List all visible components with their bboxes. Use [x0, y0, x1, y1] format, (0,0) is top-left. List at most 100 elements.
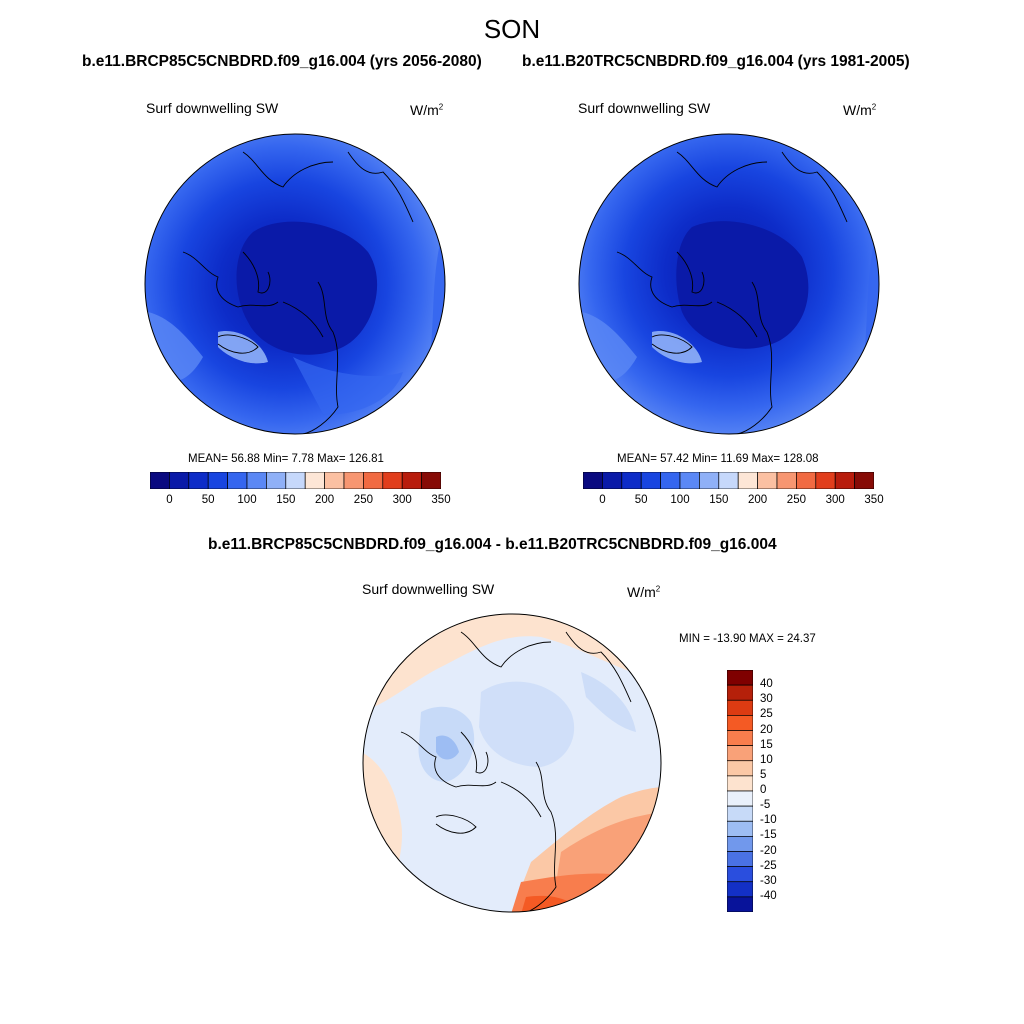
diff-colorbar-label: 30 [760, 693, 773, 706]
colorbar-tick-label: 200 [748, 494, 768, 506]
difference-map-coastlines [400, 631, 632, 912]
diff-colorbar-label: 10 [760, 753, 773, 766]
difference-units: W/m2 [627, 584, 661, 600]
colorbar-swatch [621, 472, 642, 489]
colorbar-swatch [699, 472, 720, 489]
diff-colorbar-swatch [727, 760, 753, 777]
difference-colorbar-labels: 40 30 25 20 15 10 5 0 -5 -10 -15 -20 -25 -30 -40 [758, 670, 798, 912]
diff-colorbar-label: -5 [760, 799, 771, 812]
diff-colorbar-label: -10 [760, 814, 777, 827]
colorbar-swatch [150, 472, 170, 489]
difference-colorbar [727, 670, 753, 912]
diff-colorbar-swatch [727, 851, 753, 867]
difference-variable-label: Surf downwelling SW [362, 581, 495, 597]
diff-colorbar-swatch [727, 699, 753, 716]
colorbar-tick-label: 300 [392, 494, 412, 506]
colorbar-tick-label: 250 [353, 494, 373, 506]
colorbar-swatch [285, 472, 306, 489]
colorbar-swatch [382, 472, 403, 489]
right-panel-case-title: b.e11.B20TRC5CNBDRD.f09_g16.004 (yrs 198… [522, 53, 910, 70]
colorbar-swatch [776, 472, 797, 489]
diff-colorbar-swatch [727, 745, 753, 762]
colorbar-swatch [421, 472, 441, 489]
colorbar-tick-label: 0 [166, 494, 173, 506]
diff-colorbar-label: -20 [760, 844, 777, 857]
diff-colorbar-swatch [727, 670, 753, 686]
colorbar-swatch [679, 472, 700, 489]
diff-colorbar-label: 25 [760, 708, 773, 721]
diff-colorbar-label: -15 [760, 829, 777, 842]
colorbar-tick-label: 250 [786, 494, 806, 506]
diff-colorbar-swatch [727, 820, 753, 837]
left-panel-units: W/m2 [410, 102, 444, 118]
colorbar-swatch [640, 472, 661, 489]
colorbar-swatch [757, 472, 778, 489]
left-colorbar-ticks: 0 50 100 150 200 250 300 350 [150, 494, 450, 510]
colorbar-swatch [602, 472, 623, 489]
colorbar-tick-label: 350 [431, 494, 451, 506]
colorbar-tick-label: 50 [634, 494, 648, 506]
diff-colorbar-label: 20 [760, 723, 773, 736]
diff-colorbar-label: -25 [760, 859, 777, 872]
left-map-coastlines [182, 151, 414, 434]
diff-colorbar-swatch [727, 790, 753, 807]
left-panel-stats: MEAN= 56.88 Min= 7.78 Max= 126.81 [188, 453, 384, 465]
left-panel-variable-label: Surf downwelling SW [146, 100, 279, 116]
diff-colorbar-swatch [727, 896, 753, 912]
difference-stats: MIN = -13.90 MAX = 24.37 [679, 633, 816, 645]
colorbar-swatch [188, 472, 209, 489]
left-panel-case-title: b.e11.BRCP85C5CNBDRD.f09_g16.004 (yrs 20… [82, 53, 482, 70]
difference-polar-map [362, 613, 662, 913]
right-colorbar [583, 472, 874, 489]
right-polar-map [578, 133, 880, 435]
left-colorbar [150, 472, 441, 489]
colorbar-tick-label: 50 [201, 494, 215, 506]
colorbar-tick-label: 200 [315, 494, 335, 506]
colorbar-swatch [834, 472, 855, 489]
colorbar-swatch [304, 472, 325, 489]
left-polar-map [144, 133, 446, 435]
diff-colorbar-label: 40 [760, 678, 773, 691]
colorbar-swatch [363, 472, 384, 489]
diff-colorbar-swatch [727, 836, 753, 852]
colorbar-swatch [227, 472, 248, 489]
diff-colorbar-swatch [727, 805, 753, 822]
diff-colorbar-swatch [727, 684, 753, 701]
diff-colorbar-swatch [727, 730, 753, 746]
colorbar-tick-label: 100 [237, 494, 257, 506]
colorbar-swatch [246, 472, 267, 489]
right-map-coastlines [616, 151, 848, 434]
diff-colorbar-swatch [727, 881, 753, 898]
right-panel-variable-label: Surf downwelling SW [578, 100, 711, 116]
colorbar-swatch [169, 472, 190, 489]
colorbar-swatch [207, 472, 228, 489]
right-colorbar-ticks: 0 50 100 150 200 250 300 350 [583, 494, 883, 510]
difference-title: b.e11.BRCP85C5CNBDRD.f09_g16.004 - b.e11… [208, 536, 777, 553]
diff-colorbar-label: 0 [760, 784, 767, 796]
colorbar-swatch [718, 472, 739, 489]
main-title: SON [483, 14, 541, 44]
diff-colorbar-swatch [727, 866, 753, 883]
diff-colorbar-label: 5 [760, 768, 767, 781]
diff-colorbar-label: -30 [760, 874, 777, 887]
right-panel-stats: MEAN= 57.42 Min= 11.69 Max= 128.08 [617, 453, 819, 465]
right-panel-units: W/m2 [843, 102, 877, 118]
colorbar-tick-label: 150 [709, 494, 729, 506]
diff-colorbar-label: 15 [760, 738, 773, 751]
diff-colorbar-label: -40 [760, 889, 777, 902]
colorbar-swatch [737, 472, 758, 489]
colorbar-tick-label: 300 [825, 494, 845, 506]
colorbar-swatch [324, 472, 345, 489]
colorbar-swatch [854, 472, 874, 489]
colorbar-tick-label: 100 [670, 494, 690, 506]
colorbar-swatch [660, 472, 681, 489]
colorbar-tick-label: 350 [864, 494, 884, 506]
colorbar-tick-label: 0 [599, 494, 606, 506]
colorbar-swatch [796, 472, 817, 489]
colorbar-swatch [401, 472, 422, 489]
diff-colorbar-swatch [727, 775, 753, 792]
colorbar-swatch [266, 472, 287, 489]
colorbar-swatch [343, 472, 364, 489]
diff-colorbar-swatch [727, 715, 753, 731]
colorbar-swatch [815, 472, 836, 489]
